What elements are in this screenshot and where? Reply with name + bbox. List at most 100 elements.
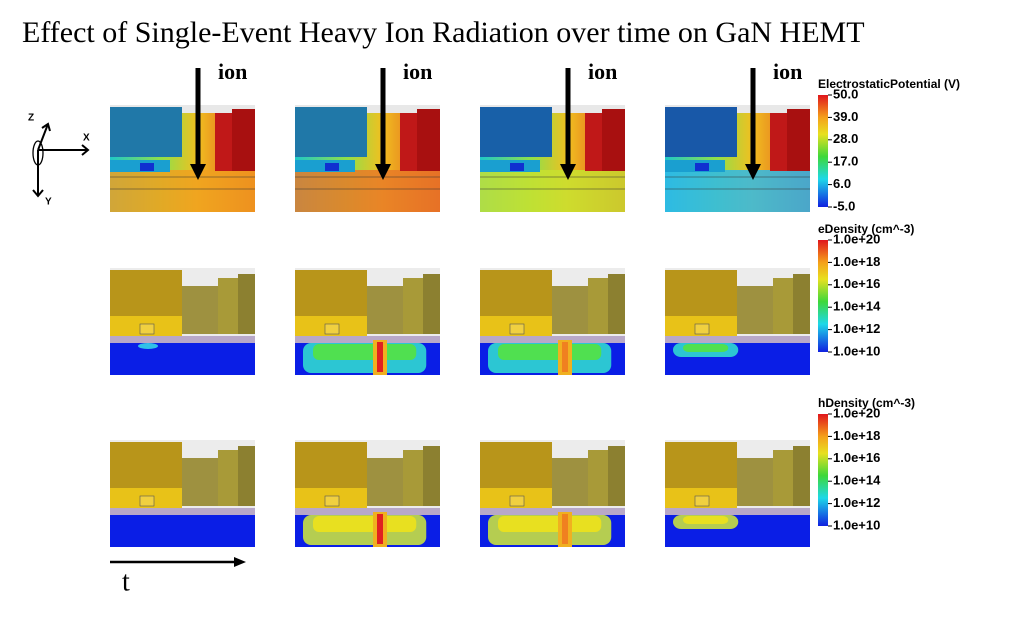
gate-block (665, 107, 737, 157)
carrier-core (313, 516, 417, 532)
drain-block (793, 274, 810, 334)
contact (694, 495, 710, 507)
gate-block (480, 107, 552, 157)
colorbar-tick-label: 1.0e+10 (833, 343, 880, 358)
sim-region (480, 170, 625, 212)
gate-block (665, 442, 737, 492)
colorbar-tick-label: 1.0e+14 (833, 473, 881, 488)
ion-label: ion (773, 59, 802, 84)
colorbar-tick-label: 1.0e+16 (833, 450, 880, 465)
carrier-core (498, 516, 602, 532)
colorbar (818, 414, 828, 526)
contact (324, 495, 340, 507)
gate-block (110, 270, 182, 320)
top-air (480, 105, 625, 113)
time-label: t (122, 566, 130, 597)
mid-block (182, 286, 218, 334)
contact (694, 323, 710, 335)
drain-block (238, 446, 255, 506)
gate-block (665, 270, 737, 320)
panel-column: ion (295, 59, 440, 547)
drain-block (238, 274, 255, 334)
drain-block (608, 446, 625, 506)
contact (695, 163, 709, 171)
drain-block (232, 109, 255, 171)
mid-block (367, 286, 403, 334)
mid-block (367, 458, 403, 506)
drain-block (793, 446, 810, 506)
colorbar-tick-label: 1.0e+14 (833, 299, 881, 314)
colorbar-tick-label: 1.0e+18 (833, 428, 880, 443)
mid-block (182, 458, 218, 506)
drain-block (423, 274, 440, 334)
gate-block (295, 107, 367, 157)
colorbar-tick-label: 1.0e+10 (833, 517, 880, 532)
strip (480, 336, 625, 343)
mid-block (737, 286, 773, 334)
ion-arrow-head (190, 164, 206, 180)
strip (110, 336, 255, 343)
ion-arrow-head (745, 164, 761, 180)
gate-block (480, 442, 552, 492)
ion-label: ion (403, 59, 432, 84)
colorbar-tick-label: 1.0e+16 (833, 276, 880, 291)
contact (509, 323, 525, 335)
gate-block (295, 442, 367, 492)
gate-block (110, 442, 182, 492)
contact (139, 323, 155, 335)
strip (665, 508, 810, 515)
ion-track-core (377, 514, 383, 544)
substrate (110, 343, 255, 375)
strip (295, 336, 440, 343)
colorbar-tick-label: 17.0 (833, 154, 858, 169)
colorbar-tick-label: 50.0 (833, 86, 858, 101)
panels: ion ion ion ion (110, 59, 810, 547)
mid-block (552, 458, 588, 506)
ion-track-core (562, 342, 568, 372)
colorbar-title: ElectrostaticPotential (V) (818, 77, 960, 91)
ion-track-core (562, 514, 568, 544)
title: Effect of Single-Event Heavy Ion Radiati… (22, 16, 865, 49)
axis-label: Y (45, 197, 52, 208)
substrate (110, 515, 255, 547)
drain-block (608, 274, 625, 334)
strip (110, 508, 255, 515)
panel-column: ion (110, 59, 255, 547)
axis-label: X (83, 133, 90, 144)
contact (509, 495, 525, 507)
colorbars: ElectrostaticPotential (V)50.0 39.0 28.0 17… (818, 77, 960, 532)
carrier-core (313, 344, 417, 360)
panel-column: ion (665, 59, 810, 547)
top-air (665, 105, 810, 113)
colorbar-tick-label: 1.0e+12 (833, 495, 880, 510)
ion-track-core (377, 342, 383, 372)
strip (480, 508, 625, 515)
drain-block (602, 109, 625, 171)
contact (324, 323, 340, 335)
colorbar (818, 95, 828, 207)
ion-arrow-head (375, 164, 391, 180)
panel-column: ion (480, 59, 625, 547)
colorbar-tick-label: 6.0 (833, 176, 851, 191)
ion-arrow-head (560, 164, 576, 180)
time-arrow-head (234, 557, 246, 567)
drain-block (417, 109, 440, 171)
carrier-blob (138, 343, 158, 349)
strip (665, 336, 810, 343)
colorbar-tick-label: 1.0e+18 (833, 254, 880, 269)
colorbar-tick-label: 39.0 (833, 109, 858, 124)
gate-block (110, 107, 182, 157)
colorbar-tick-label: 28.0 (833, 131, 858, 146)
drain-block (423, 446, 440, 506)
ion-label: ion (588, 59, 617, 84)
axis-icon (32, 122, 90, 198)
carrier-core (498, 344, 602, 360)
colorbar-tick-label: 1.0e+20 (833, 405, 880, 420)
carrier-core (683, 344, 729, 352)
contact (510, 163, 524, 171)
carrier-core (683, 516, 729, 524)
drain-block (787, 109, 810, 171)
contact (140, 163, 154, 171)
colorbar-tick-label: -5.0 (833, 198, 855, 213)
